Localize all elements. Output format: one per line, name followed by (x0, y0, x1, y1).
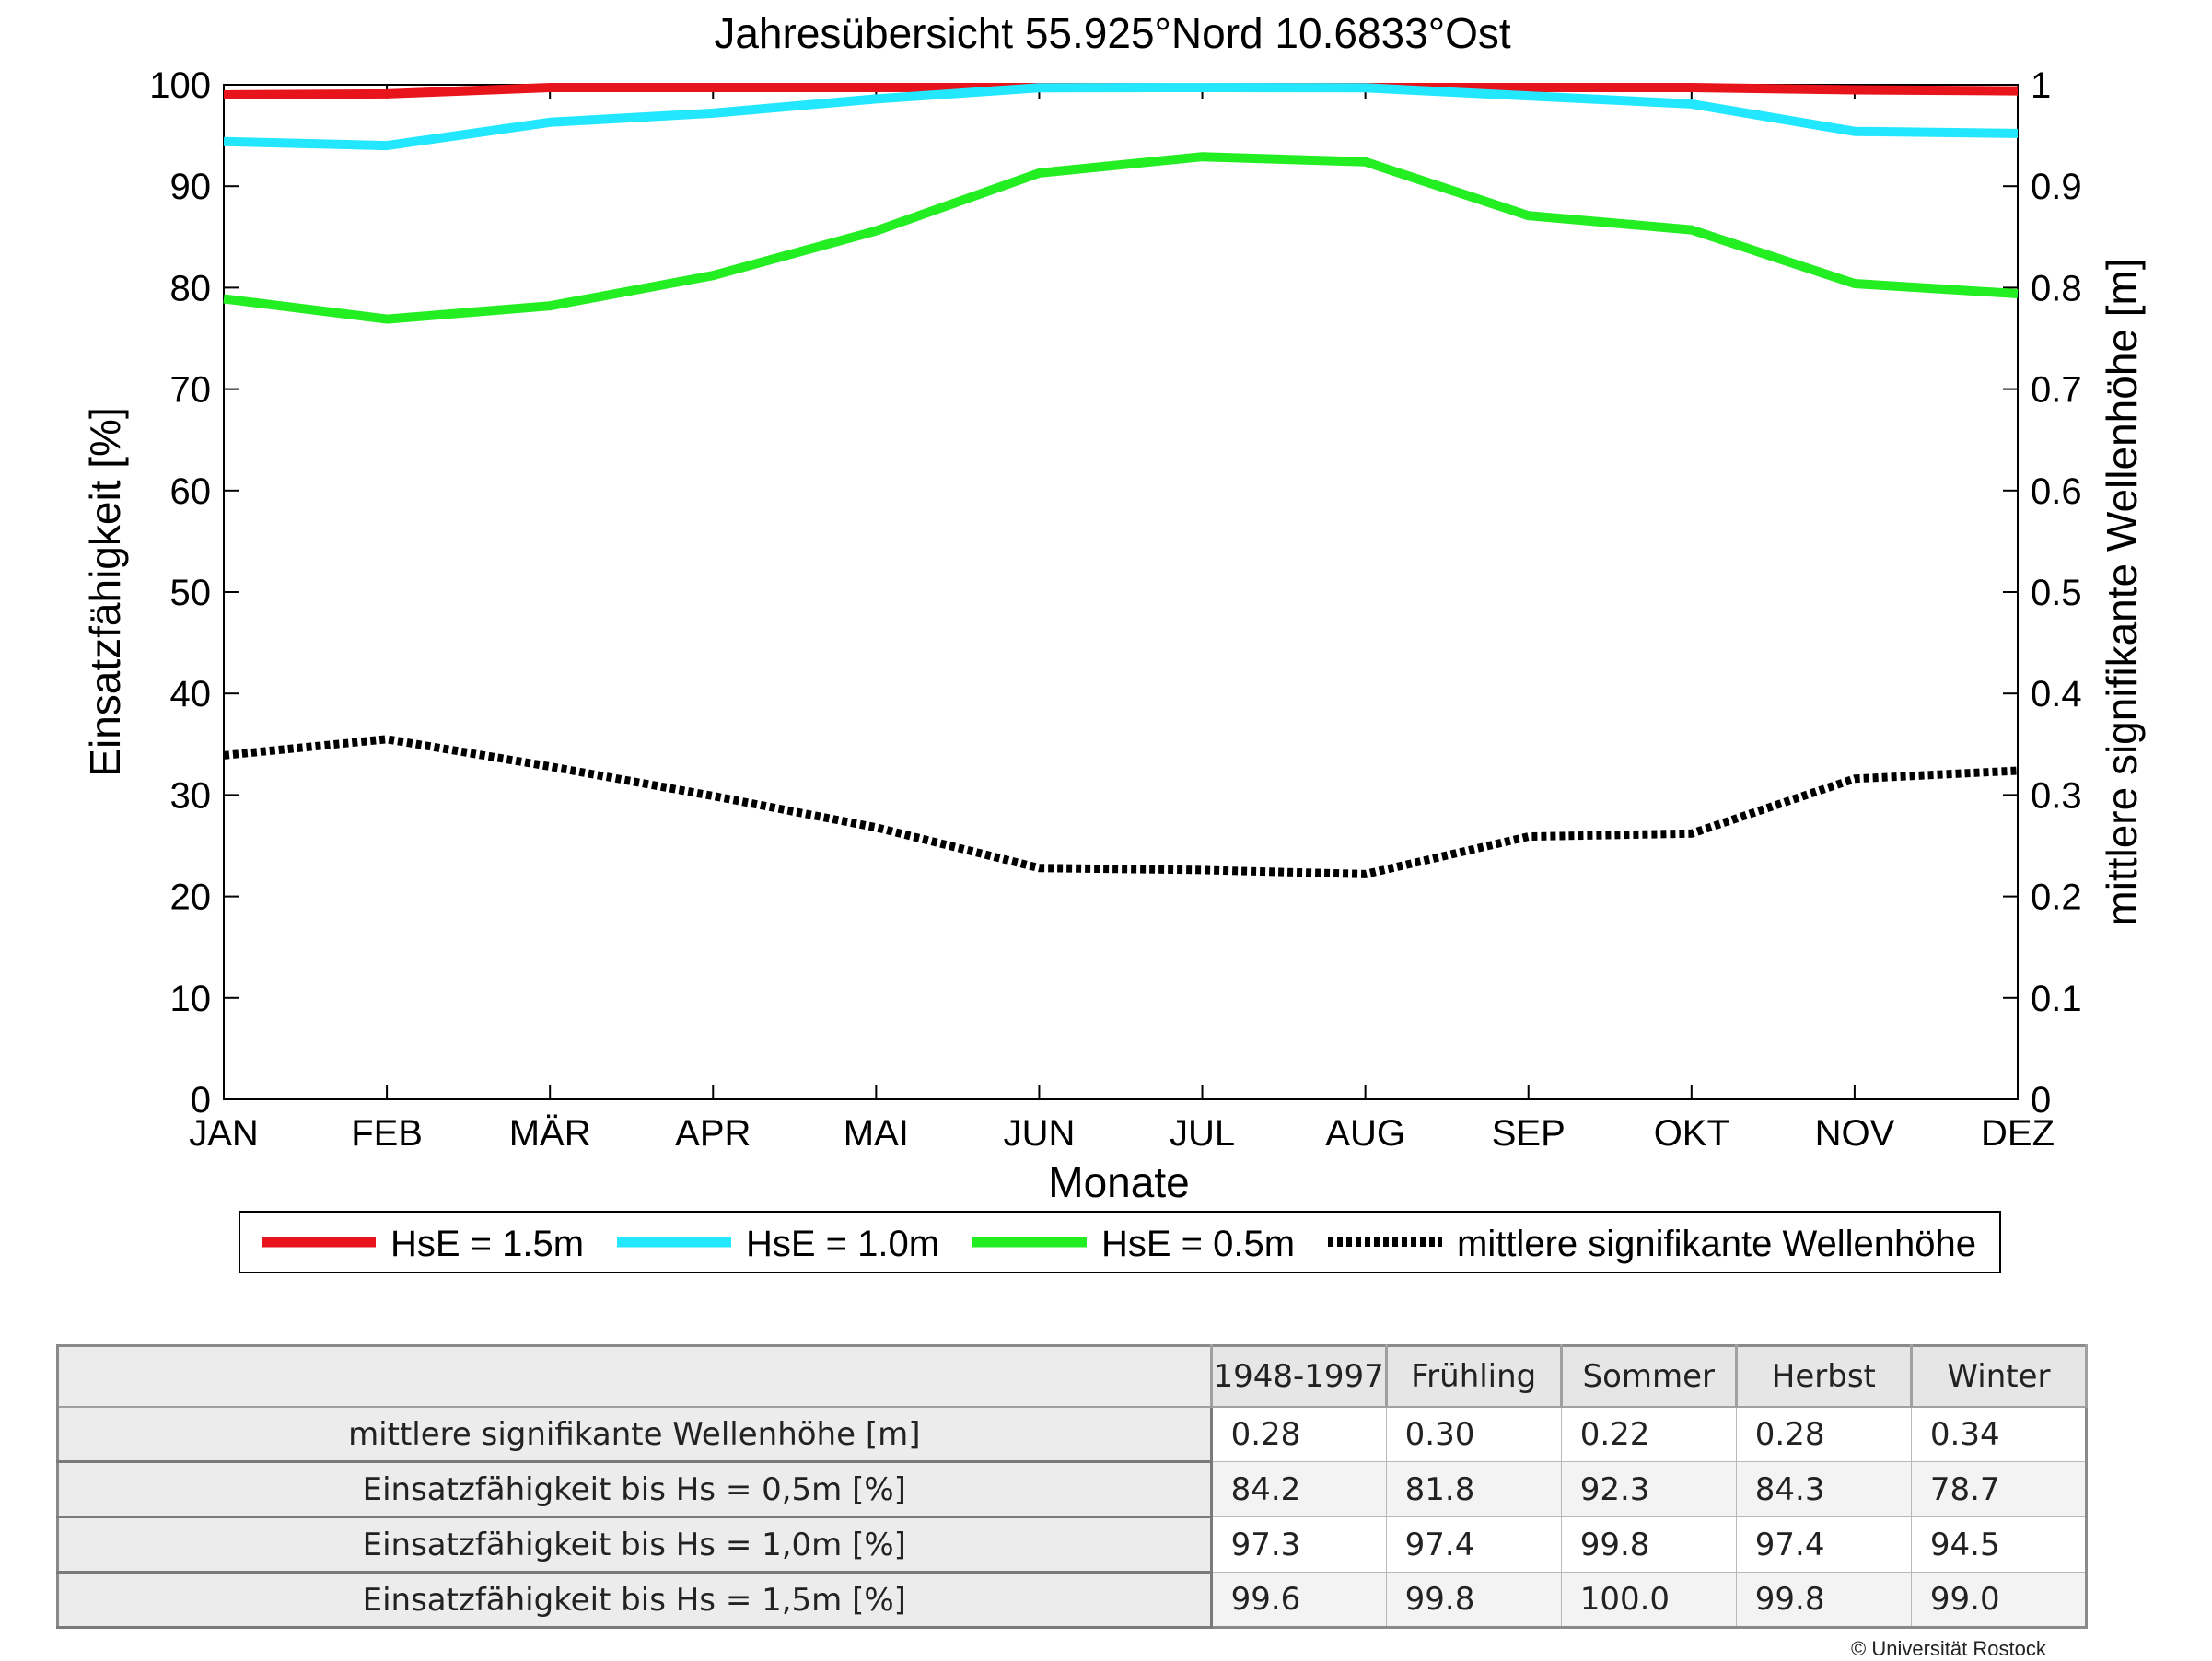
table-header-cell: Frühling (1385, 1345, 1563, 1408)
y-left-tick-label: 100 (149, 65, 211, 106)
y-right-tick-label: 0.6 (2031, 471, 2082, 512)
y-left-tick-label: 10 (170, 979, 212, 1019)
x-tick-label: MAI (844, 1113, 909, 1154)
x-tick-label: APR (675, 1113, 751, 1154)
legend: HsE = 1.5m HsE = 1.0m HsE = 0.5m mittlere s… (239, 1211, 2001, 1273)
table-cell: 81.8 (1385, 1461, 1562, 1517)
table-cell: 84.2 (1210, 1461, 1387, 1517)
table-cell: 0.28 (1735, 1406, 1912, 1462)
x-tick-label: DEZ (1981, 1113, 2055, 1154)
y-left-tick-label: 20 (170, 877, 212, 918)
y-right-tick-label: 0.2 (2031, 877, 2082, 918)
table-row: Einsatzfähigkeit bis Hs = 1,0m [%] 97.3 … (57, 1516, 2088, 1574)
table-cell: 97.3 (1210, 1516, 1387, 1573)
table-header-cell: 1948-1997 (1210, 1345, 1388, 1408)
x-tick-label: MÄR (509, 1113, 591, 1154)
legend-box (239, 1211, 2001, 1273)
legend-label: mittlere signifikante Wellenhöhe (1457, 1224, 1976, 1264)
y-right-tick-label: 0.3 (2031, 775, 2082, 816)
table-header-cell: Herbst (1735, 1345, 1913, 1408)
y-right-tick-label: 0.9 (2031, 167, 2082, 207)
series-line (223, 152, 2019, 324)
table-cell: 99.8 (1385, 1572, 1562, 1628)
y-right-tick-label: 0.1 (2031, 979, 2082, 1019)
legend-label: HsE = 0.5m (1101, 1224, 1295, 1264)
y-left-tick-label: 30 (170, 775, 212, 816)
chart-figure: Jahresübersicht 55.925°Nord 10.6833°Ost … (81, 9, 2146, 1273)
chart-title: Jahresübersicht 55.925°Nord 10.6833°Ost (714, 9, 1511, 57)
table-cell: 94.5 (1910, 1516, 2088, 1573)
table-row: mittlere signifikante Wellenhöhe [m] 0.2… (57, 1406, 2088, 1463)
legend-label: HsE = 1.5m (390, 1224, 584, 1264)
series-line (223, 735, 2019, 878)
legend-label: HsE = 1.0m (746, 1224, 939, 1264)
summary-table: 1948-1997 Frühling Sommer Herbst Winter … (56, 1344, 2089, 1629)
x-tick-label: FEB (351, 1113, 423, 1154)
table-header-row: 1948-1997 Frühling Sommer Herbst Winter (57, 1345, 2089, 1408)
y-left-tick-label: 40 (170, 674, 212, 714)
x-tick-label: JUN (1004, 1113, 1076, 1154)
y-left-tick-label: 60 (170, 471, 212, 512)
series-line (223, 83, 2019, 151)
y-axis-left-label: Einsatzfähigkeit [%] (81, 407, 129, 776)
y-left-tick-label: 90 (170, 167, 212, 207)
table-cell: 0.28 (1210, 1406, 1387, 1462)
y-right-tick-label: 0.7 (2031, 370, 2082, 411)
y-left-tick-label: 50 (170, 573, 212, 613)
x-tick-label: SEP (1492, 1113, 1566, 1154)
table-row: Einsatzfähigkeit bis Hs = 0,5m [%] 84.2 … (57, 1461, 2088, 1518)
x-tick-label: JAN (189, 1113, 259, 1154)
table-cell: 97.4 (1735, 1516, 1912, 1573)
x-tick-label: AUG (1325, 1113, 1405, 1154)
y-left-tick-label: 80 (170, 268, 212, 308)
table-cell: 78.7 (1910, 1461, 2088, 1517)
table-cell: 0.30 (1385, 1406, 1562, 1462)
legend-entries: HsE = 1.5m HsE = 1.0m HsE = 0.5m mittlere s… (262, 1224, 1976, 1264)
table-cell: 84.3 (1735, 1461, 1912, 1517)
data-series (223, 83, 2019, 878)
x-axis-label: Monate (1048, 1158, 1189, 1206)
y-axis-right-label: mittlere signifikante Wellenhöhe [m] (2098, 258, 2146, 925)
table-row-label: mittlere signifikante Wellenhöhe [m] (57, 1406, 1213, 1463)
y-right-tick-label: 0.4 (2031, 674, 2082, 714)
y-right-tick-label: 1 (2031, 65, 2051, 106)
table-cell: 0.22 (1560, 1406, 1737, 1462)
x-tick-label: OKT (1654, 1113, 1729, 1154)
table-cell: 0.34 (1910, 1406, 2088, 1462)
table-row-label: Einsatzfähigkeit bis Hs = 1,0m [%] (57, 1516, 1213, 1574)
table-row-label: Einsatzfähigkeit bis Hs = 1,5m [%] (57, 1572, 1213, 1629)
table-cell: 97.4 (1385, 1516, 1562, 1573)
table-cell: 99.8 (1735, 1572, 1912, 1628)
y-right-tick-label: 0 (2031, 1080, 2051, 1121)
table-cell: 99.0 (1910, 1572, 2088, 1628)
y-left-tick-label: 70 (170, 370, 212, 411)
table-corner-cell (57, 1345, 1213, 1408)
y-right-tick-label: 0.5 (2031, 573, 2082, 613)
table-row: Einsatzfähigkeit bis Hs = 1,5m [%] 99.6 … (57, 1572, 2088, 1629)
table-cell: 100.0 (1560, 1572, 1737, 1628)
table-header-cell: Winter (1910, 1345, 2089, 1408)
plot-area (223, 84, 2019, 1100)
y-right-tick-label: 0.8 (2031, 268, 2082, 308)
copyright-notice: © Universität Rostock (1851, 1637, 2046, 1660)
x-tick-label: JUL (1170, 1113, 1235, 1154)
table-header-cell: Sommer (1560, 1345, 1738, 1408)
table-cell: 92.3 (1560, 1461, 1737, 1517)
y-left-tick-label: 0 (191, 1080, 211, 1121)
table-row-label: Einsatzfähigkeit bis Hs = 0,5m [%] (57, 1461, 1213, 1518)
axis-ticks: JAN FEB MÄR APR MAI JUN JUL AUG SEP OKT NOV DEZ0102… (149, 65, 2081, 1154)
x-tick-label: NOV (1815, 1113, 1895, 1154)
table-cell: 99.6 (1210, 1572, 1387, 1628)
table-cell: 99.8 (1560, 1516, 1737, 1573)
